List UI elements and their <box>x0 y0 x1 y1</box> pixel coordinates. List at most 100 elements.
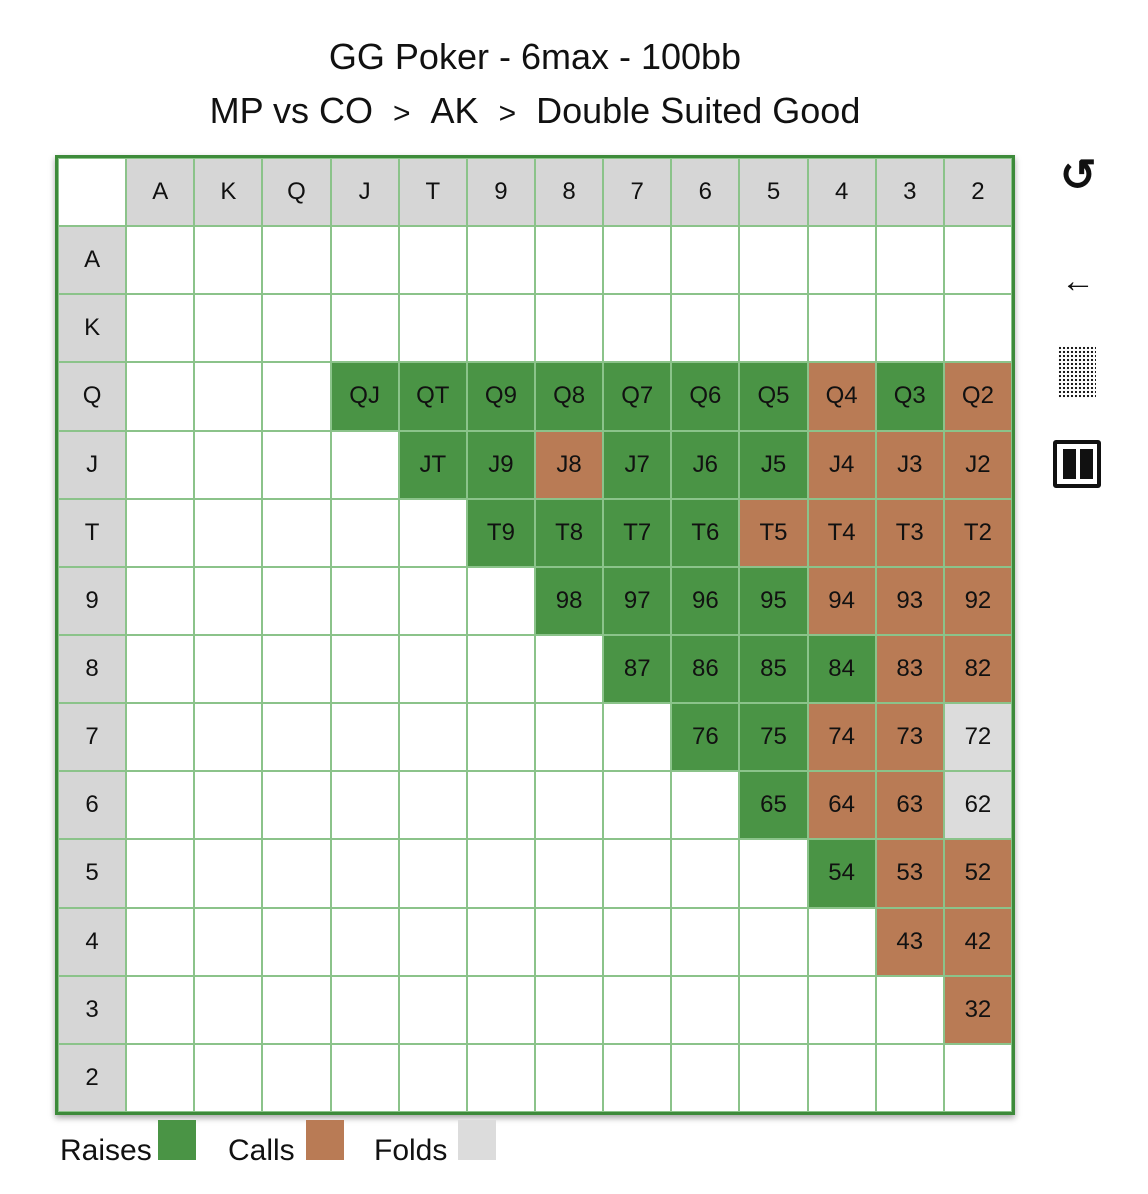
empty-hand-cell[interactable] <box>262 703 331 772</box>
empty-hand-cell[interactable] <box>875 975 944 1044</box>
empty-hand-cell[interactable] <box>126 226 195 295</box>
empty-hand-cell[interactable] <box>875 294 944 363</box>
empty-hand-cell[interactable] <box>194 362 263 431</box>
hand-cell-T5[interactable]: T5 <box>739 498 808 567</box>
empty-hand-cell[interactable] <box>807 226 876 295</box>
empty-hand-cell[interactable] <box>398 498 467 567</box>
empty-hand-cell[interactable] <box>398 635 467 704</box>
empty-hand-cell[interactable] <box>466 907 535 976</box>
hand-cell-65[interactable]: 65 <box>739 771 808 840</box>
empty-hand-cell[interactable] <box>194 226 263 295</box>
hand-cell-Q3[interactable]: Q3 <box>875 362 944 431</box>
hand-cell-32[interactable]: 32 <box>943 975 1012 1044</box>
hand-cell-J4[interactable]: J4 <box>807 430 876 499</box>
hand-cell-74[interactable]: 74 <box>807 703 876 772</box>
empty-hand-cell[interactable] <box>603 1043 672 1112</box>
hand-cell-96[interactable]: 96 <box>671 566 740 635</box>
empty-hand-cell[interactable] <box>194 566 263 635</box>
hand-cell-87[interactable]: 87 <box>603 635 672 704</box>
empty-hand-cell[interactable] <box>126 907 195 976</box>
empty-hand-cell[interactable] <box>194 975 263 1044</box>
empty-hand-cell[interactable] <box>535 839 604 908</box>
empty-hand-cell[interactable] <box>671 975 740 1044</box>
empty-hand-cell[interactable] <box>262 1043 331 1112</box>
empty-hand-cell[interactable] <box>739 1043 808 1112</box>
hand-cell-T4[interactable]: T4 <box>807 498 876 567</box>
empty-hand-cell[interactable] <box>194 839 263 908</box>
hand-cell-52[interactable]: 52 <box>943 839 1012 908</box>
empty-hand-cell[interactable] <box>330 226 399 295</box>
empty-hand-cell[interactable] <box>603 226 672 295</box>
empty-hand-cell[interactable] <box>126 839 195 908</box>
hand-cell-Q8[interactable]: Q8 <box>535 362 604 431</box>
empty-hand-cell[interactable] <box>739 226 808 295</box>
empty-hand-cell[interactable] <box>262 430 331 499</box>
empty-hand-cell[interactable] <box>398 975 467 1044</box>
empty-hand-cell[interactable] <box>398 703 467 772</box>
hand-cell-95[interactable]: 95 <box>739 566 808 635</box>
empty-hand-cell[interactable] <box>603 907 672 976</box>
hand-cell-QT[interactable]: QT <box>398 362 467 431</box>
empty-hand-cell[interactable] <box>671 294 740 363</box>
empty-hand-cell[interactable] <box>603 839 672 908</box>
empty-hand-cell[interactable] <box>466 839 535 908</box>
empty-hand-cell[interactable] <box>330 430 399 499</box>
hand-cell-94[interactable]: 94 <box>807 566 876 635</box>
hand-cell-T8[interactable]: T8 <box>535 498 604 567</box>
empty-hand-cell[interactable] <box>535 975 604 1044</box>
empty-hand-cell[interactable] <box>466 226 535 295</box>
hand-cell-64[interactable]: 64 <box>807 771 876 840</box>
hand-cell-QJ[interactable]: QJ <box>330 362 399 431</box>
empty-hand-cell[interactable] <box>330 703 399 772</box>
empty-hand-cell[interactable] <box>807 1043 876 1112</box>
empty-hand-cell[interactable] <box>466 294 535 363</box>
empty-hand-cell[interactable] <box>194 430 263 499</box>
hand-cell-JT[interactable]: JT <box>398 430 467 499</box>
hand-cell-J9[interactable]: J9 <box>466 430 535 499</box>
empty-hand-cell[interactable] <box>603 771 672 840</box>
empty-hand-cell[interactable] <box>126 566 195 635</box>
hand-cell-73[interactable]: 73 <box>875 703 944 772</box>
empty-hand-cell[interactable] <box>330 1043 399 1112</box>
empty-hand-cell[interactable] <box>126 1043 195 1112</box>
hand-cell-83[interactable]: 83 <box>875 635 944 704</box>
empty-hand-cell[interactable] <box>466 566 535 635</box>
empty-hand-cell[interactable] <box>398 226 467 295</box>
empty-hand-cell[interactable] <box>535 771 604 840</box>
hand-cell-J6[interactable]: J6 <box>671 430 740 499</box>
empty-hand-cell[interactable] <box>739 839 808 908</box>
empty-hand-cell[interactable] <box>671 771 740 840</box>
empty-hand-cell[interactable] <box>262 226 331 295</box>
hand-cell-J8[interactable]: J8 <box>535 430 604 499</box>
hand-cell-84[interactable]: 84 <box>807 635 876 704</box>
empty-hand-cell[interactable] <box>194 907 263 976</box>
empty-hand-cell[interactable] <box>262 975 331 1044</box>
hand-cell-J5[interactable]: J5 <box>739 430 808 499</box>
hand-cell-98[interactable]: 98 <box>535 566 604 635</box>
empty-hand-cell[interactable] <box>330 498 399 567</box>
empty-hand-cell[interactable] <box>330 294 399 363</box>
empty-hand-cell[interactable] <box>126 294 195 363</box>
hand-cell-85[interactable]: 85 <box>739 635 808 704</box>
empty-hand-cell[interactable] <box>739 907 808 976</box>
empty-hand-cell[interactable] <box>126 430 195 499</box>
empty-hand-cell[interactable] <box>194 703 263 772</box>
hand-cell-76[interactable]: 76 <box>671 703 740 772</box>
empty-hand-cell[interactable] <box>330 566 399 635</box>
empty-hand-cell[interactable] <box>466 635 535 704</box>
hand-cell-J7[interactable]: J7 <box>603 430 672 499</box>
hand-cell-Q6[interactable]: Q6 <box>671 362 740 431</box>
hand-cell-92[interactable]: 92 <box>943 566 1012 635</box>
empty-hand-cell[interactable] <box>875 1043 944 1112</box>
empty-hand-cell[interactable] <box>126 362 195 431</box>
empty-hand-cell[interactable] <box>398 771 467 840</box>
empty-hand-cell[interactable] <box>603 703 672 772</box>
empty-hand-cell[interactable] <box>535 226 604 295</box>
hand-cell-53[interactable]: 53 <box>875 839 944 908</box>
back-arrow-icon[interactable]: ← <box>1061 262 1095 300</box>
empty-hand-cell[interactable] <box>126 703 195 772</box>
empty-hand-cell[interactable] <box>535 1043 604 1112</box>
empty-hand-cell[interactable] <box>807 294 876 363</box>
hand-cell-86[interactable]: 86 <box>671 635 740 704</box>
empty-hand-cell[interactable] <box>535 294 604 363</box>
